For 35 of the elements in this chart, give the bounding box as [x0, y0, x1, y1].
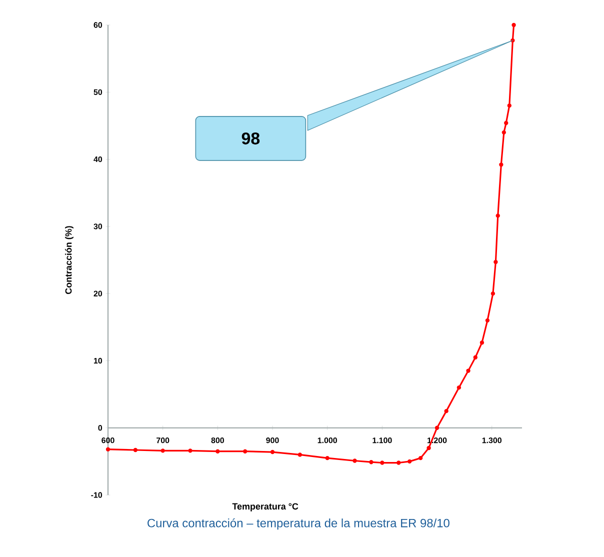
point [270, 450, 275, 454]
point [496, 214, 500, 218]
point [504, 120, 508, 126]
point [434, 426, 440, 430]
point [418, 456, 423, 460]
point [188, 448, 192, 453]
point [456, 385, 462, 390]
point [216, 449, 220, 454]
point [380, 460, 384, 465]
point [325, 456, 330, 460]
point [502, 130, 506, 135]
point [396, 460, 401, 465]
point [133, 448, 138, 452]
point [407, 459, 412, 464]
point [494, 260, 498, 264]
point [466, 368, 470, 373]
point [298, 452, 302, 457]
point [499, 162, 504, 167]
point [444, 408, 448, 414]
point [490, 291, 496, 296]
point [352, 458, 357, 463]
point [512, 22, 516, 28]
x-axis-title: Temperatura °C [232, 503, 298, 512]
point [242, 449, 248, 454]
point [473, 355, 478, 360]
text: Curva contracción – temperatura de la muestra ER 98/10 [148, 518, 450, 530]
point [369, 460, 374, 464]
point [106, 447, 110, 452]
point [160, 448, 165, 453]
y-axis-title: Contracción (%) [64, 226, 74, 294]
point [426, 446, 431, 450]
point [507, 103, 512, 108]
point [485, 318, 490, 323]
annotation: 98 [242, 132, 260, 144]
point [480, 340, 484, 345]
